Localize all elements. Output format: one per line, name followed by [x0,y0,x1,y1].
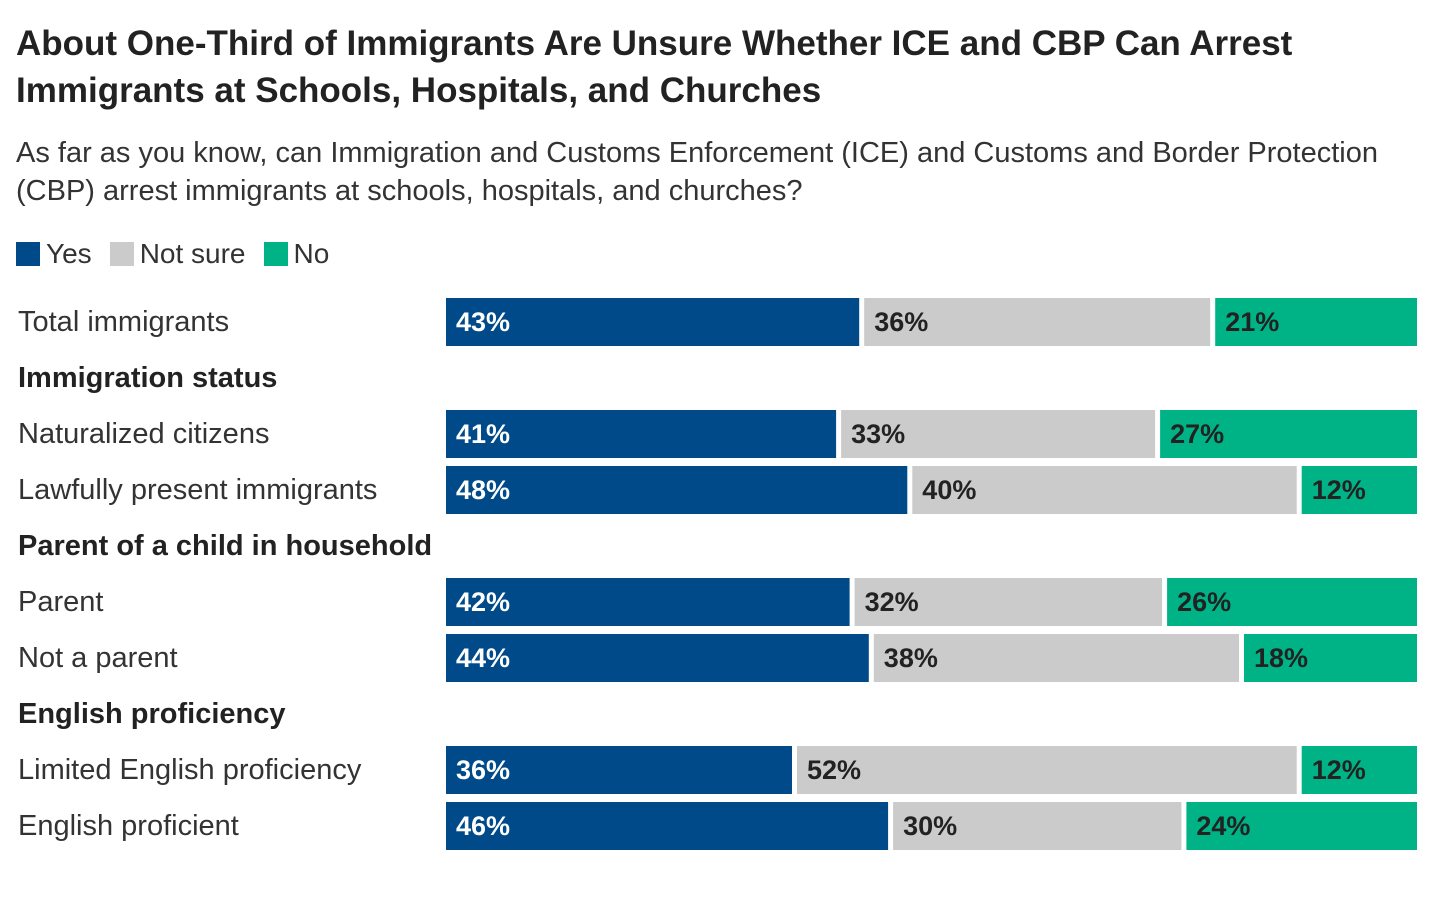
legend-label-no: No [293,238,330,269]
bar-no-limited-english-proficiency [1301,746,1417,794]
legend-swatch-no [263,242,288,266]
bar-not-sure-total-immigrants [864,298,1211,346]
bar-no-lawfully-present-immigrants [1301,466,1417,514]
data-label-yes-not-a-parent: 44% [456,643,510,673]
data-label-not-sure-parent: 32% [865,587,919,617]
legend-label-not-sure: Not sure [139,238,246,269]
bar-no-parent [1167,578,1417,626]
row-label-limited-english-proficiency: Limited English proficiency [18,754,362,786]
bar-not-sure-english-proficient [893,802,1182,850]
bar-yes-lawfully-present-immigrants [446,466,908,514]
row-label-not-a-parent: Not a parent [18,642,178,674]
bar-yes-total-immigrants [446,298,860,346]
bar-yes-english-proficient [446,802,889,850]
data-label-not-sure-naturalized-citizens: 33% [851,419,905,449]
data-label-not-sure-english-proficient: 30% [903,811,957,841]
data-label-yes-lawfully-present-immigrants: 48% [456,475,510,505]
data-label-no-lawfully-present-immigrants: 12% [1312,475,1366,505]
bar-yes-naturalized-citizens [446,410,837,458]
group-label-english-proficiency: English proficiency [18,698,286,730]
data-label-not-sure-not-a-parent: 38% [884,643,938,673]
data-label-yes-total-immigrants: 43% [456,307,510,337]
legend-swatch-yes [16,242,40,266]
chart-subtitle: As far as you know, can Immigration and … [16,137,1378,207]
row-label-english-proficient: English proficient [18,810,239,842]
bar-yes-parent [446,578,850,626]
data-label-no-english-proficient: 24% [1196,811,1250,841]
bar-not-sure-lawfully-present-immigrants [912,466,1297,514]
bar-not-sure-limited-english-proficiency [797,746,1297,794]
data-label-no-limited-english-proficiency: 12% [1312,755,1366,785]
data-label-no-total-immigrants: 21% [1225,307,1279,337]
row-label-naturalized-citizens: Naturalized citizens [18,418,269,450]
bar-no-not-a-parent [1244,634,1417,682]
bar-no-english-proficient [1186,802,1417,850]
legend-item-yes: Yes [16,238,92,270]
group-label-parent-of-a-child-in-household: Parent of a child in household [18,530,432,562]
legend-label-yes: Yes [46,238,92,269]
legend-item-no: No [263,238,330,270]
bar-no-naturalized-citizens [1160,410,1417,458]
data-label-not-sure-total-immigrants: 36% [874,307,928,337]
legend: Yes Not sure No [16,236,347,272]
legend-item-not-sure: Not sure [109,238,246,270]
data-label-no-naturalized-citizens: 27% [1170,419,1224,449]
data-label-yes-limited-english-proficiency: 36% [456,755,510,785]
bar-yes-limited-english-proficiency [446,746,792,794]
data-label-no-parent: 26% [1177,587,1231,617]
data-label-yes-naturalized-citizens: 41% [456,419,510,449]
data-label-no-not-a-parent: 18% [1254,643,1308,673]
bar-yes-not-a-parent [446,634,869,682]
row-label-total-immigrants: Total immigrants [18,306,229,338]
row-label-parent: Parent [18,586,103,618]
data-label-yes-english-proficient: 46% [456,811,510,841]
data-label-yes-parent: 42% [456,587,510,617]
legend-swatch-not-sure [109,242,134,266]
data-label-not-sure-limited-english-proficiency: 52% [807,755,861,785]
bar-not-sure-not-a-parent [873,634,1239,682]
chart-title: About One-Third of Immigrants Are Unsure… [16,24,1293,110]
bar-not-sure-naturalized-citizens [841,410,1156,458]
row-label-lawfully-present-immigrants: Lawfully present immigrants [18,474,377,506]
bar-not-sure-parent [854,578,1163,626]
data-label-not-sure-lawfully-present-immigrants: 40% [922,475,976,505]
group-label-immigration-status: Immigration status [18,362,277,394]
bar-no-total-immigrants [1215,298,1417,346]
